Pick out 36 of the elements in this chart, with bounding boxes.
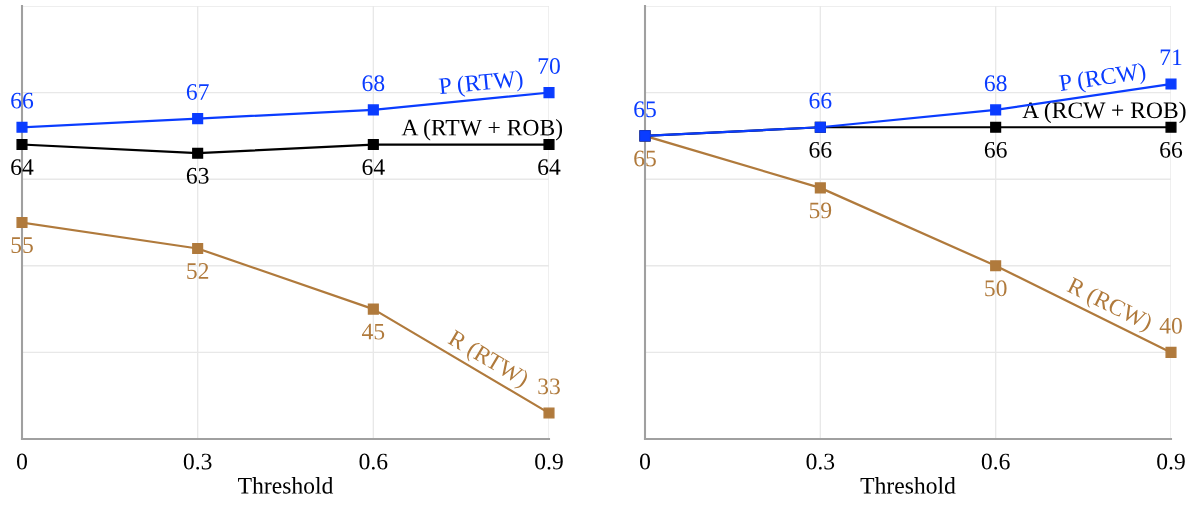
- data-label: 65: [634, 150, 656, 167]
- data-label: 64: [11, 159, 34, 176]
- data-label: 71: [1160, 49, 1182, 66]
- data-label: 66: [809, 92, 832, 109]
- text: P (RTW): [438, 69, 524, 100]
- data-label: 65: [634, 101, 656, 118]
- data-label: 68: [362, 75, 385, 92]
- x-tick-label: 0: [17, 453, 27, 470]
- x-tick-label: 0.6: [981, 453, 1010, 470]
- data-label: 70: [538, 57, 560, 74]
- x-axis-title: Threshold: [860, 477, 956, 494]
- data-label: 66: [984, 141, 1007, 158]
- data-label: 64: [538, 159, 561, 176]
- x-tick-label: 0.6: [359, 453, 388, 470]
- data-label: 66: [11, 92, 34, 109]
- x-tick-label: 0.9: [535, 453, 563, 470]
- x-tick-label: 0.3: [183, 453, 212, 470]
- x-axis-title: Threshold: [238, 477, 334, 494]
- data-label: 68: [984, 75, 1007, 92]
- data-label: 40: [1159, 317, 1182, 334]
- data-label: 33: [538, 378, 560, 395]
- x-tick-label: 0.9: [1157, 453, 1185, 470]
- data-label: 52: [187, 263, 209, 279]
- data-label: 55: [11, 237, 33, 254]
- x-tick-label: 0: [640, 453, 650, 470]
- series-label: A (RTW + ROB): [401, 118, 563, 141]
- x-tick-label: 0.3: [806, 453, 835, 470]
- data-label: 66: [809, 141, 832, 158]
- text: P (RCW): [1058, 62, 1147, 96]
- data-label: 59: [809, 202, 832, 219]
- data-label: 63: [186, 167, 209, 184]
- data-label: 50: [985, 280, 1007, 297]
- data-label: 67: [186, 84, 209, 100]
- data-label: 64: [362, 159, 385, 176]
- data-label: 66: [1160, 141, 1183, 158]
- data-label: 45: [361, 323, 385, 340]
